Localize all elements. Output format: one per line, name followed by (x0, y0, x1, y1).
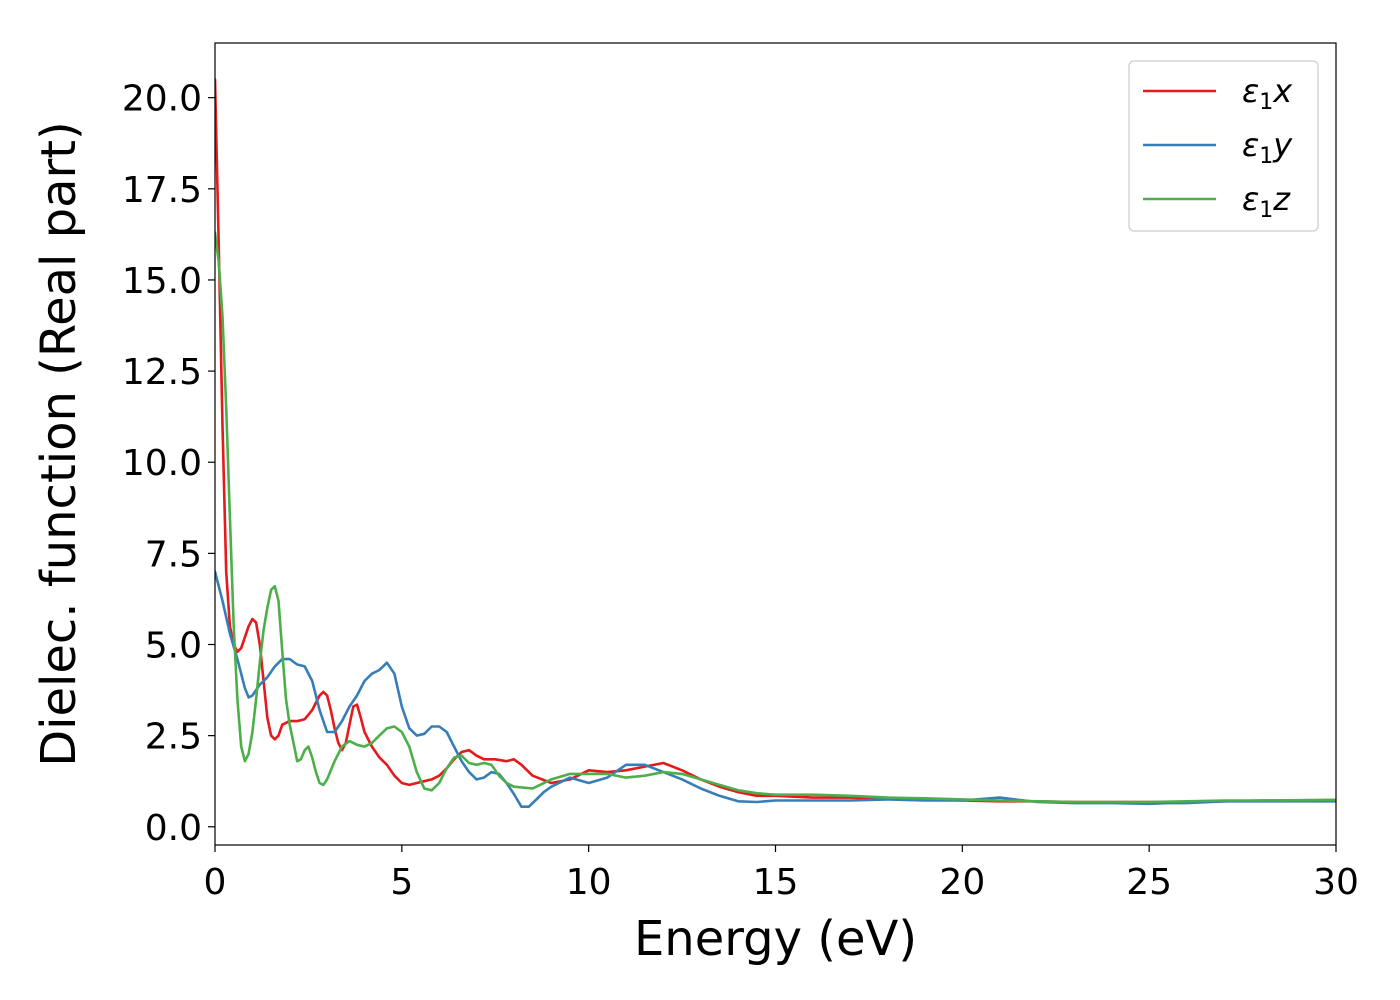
x-tick-label: 30 (1313, 862, 1359, 903)
y-axis-label: Dielec. function (Real part) (31, 121, 87, 767)
series-layer (215, 78, 1336, 809)
y-tick-label: 20.0 (122, 79, 202, 120)
x-tick-label: 0 (204, 862, 227, 903)
y-tick-label: 17.5 (122, 170, 202, 211)
y-tick-label: 7.5 (145, 534, 202, 575)
y-axis: 0.0 2.5 5.0 7.5 10.0 12.5 15.0 17.5 20.0 (122, 79, 215, 849)
x-tick-label: 15 (753, 862, 799, 903)
x-tick-label: 10 (566, 862, 612, 903)
series-line-y (215, 570, 1336, 809)
legend-label-z: ε1z (1242, 180, 1291, 223)
x-tick-label: 20 (939, 862, 985, 903)
series-line-z (215, 231, 1336, 804)
x-axis: 0 5 10 15 20 25 30 (204, 845, 1359, 903)
y-tick-label: 12.5 (122, 352, 202, 393)
y-tick-label: 5.0 (145, 626, 202, 667)
legend-box (1128, 60, 1319, 232)
legend-label-x: ε1x (1242, 72, 1293, 115)
y-tick-label: 0.0 (145, 808, 202, 849)
y-tick-label: 10.0 (122, 443, 202, 484)
legend: ε1x ε1y ε1z (1128, 60, 1319, 232)
y-tick-label: 15.0 (122, 261, 202, 302)
series-line-x (215, 78, 1336, 804)
y-tick-label: 2.5 (145, 717, 202, 758)
x-tick-label: 5 (390, 862, 413, 903)
legend-label-y: ε1y (1242, 126, 1293, 169)
x-axis-label: Energy (eV) (634, 911, 917, 967)
x-tick-label: 25 (1126, 862, 1172, 903)
